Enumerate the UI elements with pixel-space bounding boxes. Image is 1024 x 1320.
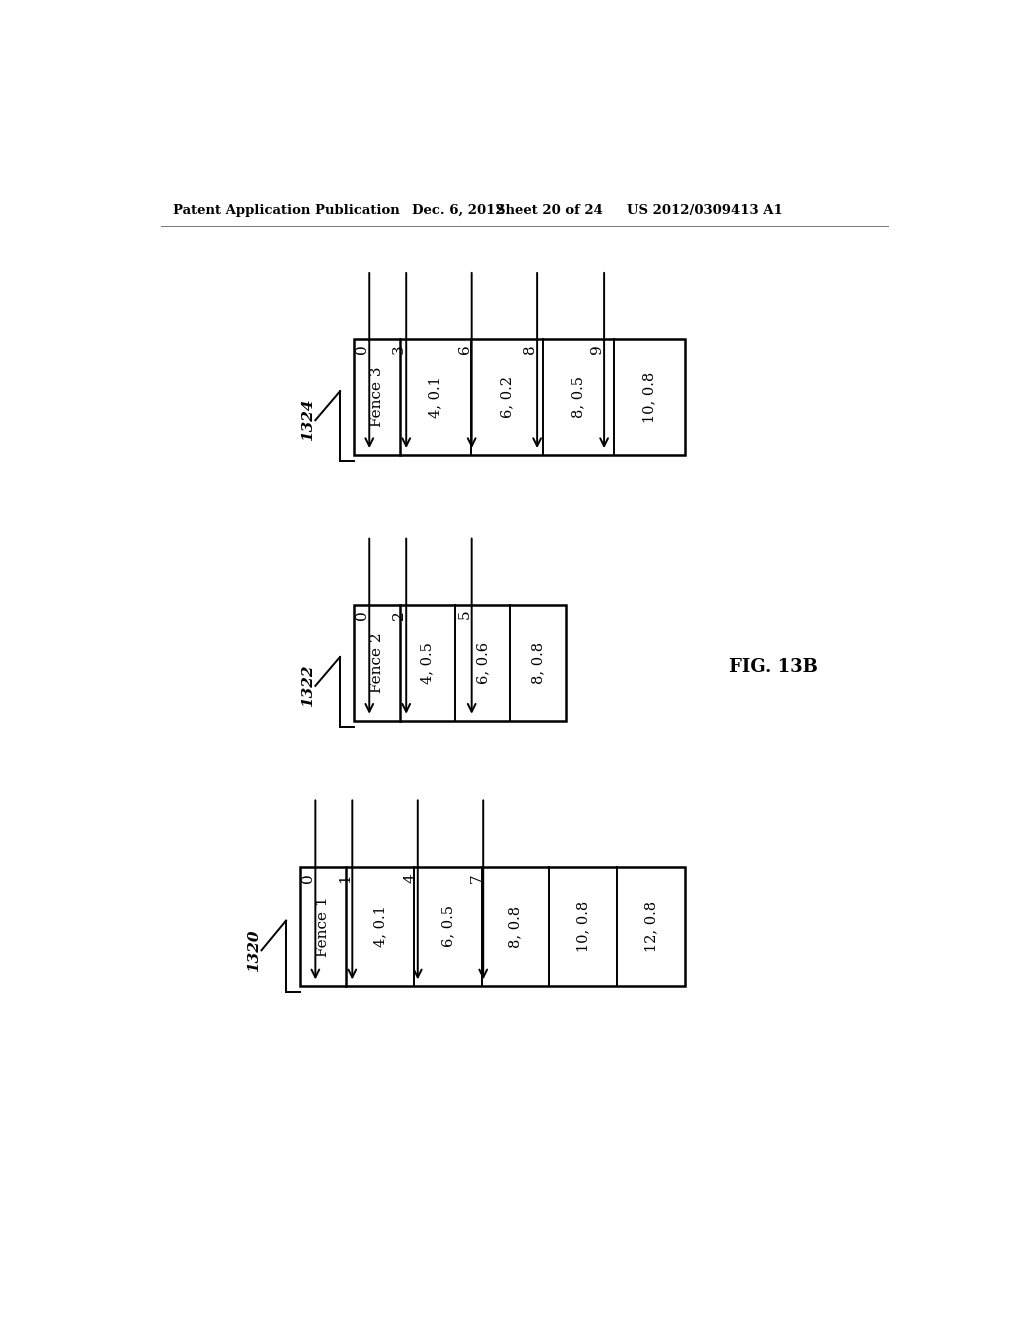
- Text: 8, 0.8: 8, 0.8: [509, 906, 522, 948]
- Text: 1320: 1320: [247, 929, 261, 972]
- Text: 1: 1: [338, 874, 352, 883]
- Text: Fence 3: Fence 3: [370, 367, 384, 428]
- Text: 0: 0: [301, 874, 315, 883]
- Text: 1322: 1322: [301, 664, 314, 708]
- Text: 8, 0.8: 8, 0.8: [531, 642, 545, 684]
- Text: 2: 2: [392, 610, 407, 619]
- Text: 4, 0.5: 4, 0.5: [421, 642, 434, 684]
- Bar: [300, 867, 685, 986]
- Text: FIG. 13B: FIG. 13B: [729, 657, 818, 676]
- Text: 12, 0.8: 12, 0.8: [644, 902, 658, 952]
- Text: 8: 8: [523, 345, 538, 354]
- Bar: [354, 605, 565, 721]
- Text: Sheet 20 of 24: Sheet 20 of 24: [497, 205, 603, 218]
- Text: 6, 0.6: 6, 0.6: [476, 642, 489, 684]
- Text: Fence 2: Fence 2: [370, 632, 384, 693]
- Text: 6, 0.2: 6, 0.2: [500, 376, 514, 418]
- Text: US 2012/0309413 A1: US 2012/0309413 A1: [628, 205, 783, 218]
- Text: Dec. 6, 2012: Dec. 6, 2012: [412, 205, 504, 218]
- Text: Patent Application Publication: Patent Application Publication: [173, 205, 399, 218]
- Text: 4, 0.1: 4, 0.1: [429, 376, 442, 418]
- Text: 9: 9: [590, 345, 604, 354]
- Text: 0: 0: [355, 610, 370, 619]
- Text: 7: 7: [469, 874, 483, 883]
- Text: 0: 0: [355, 345, 370, 354]
- Text: 4, 0.1: 4, 0.1: [373, 906, 387, 948]
- Text: 8, 0.5: 8, 0.5: [571, 376, 585, 418]
- Text: 6, 0.5: 6, 0.5: [440, 906, 455, 948]
- Text: 6: 6: [458, 345, 472, 354]
- Text: 4: 4: [403, 874, 418, 883]
- Bar: [354, 339, 685, 455]
- Text: 10, 0.8: 10, 0.8: [577, 900, 590, 952]
- Text: 10, 0.8: 10, 0.8: [642, 371, 656, 422]
- Text: 5: 5: [458, 610, 472, 619]
- Text: 3: 3: [392, 345, 407, 354]
- Text: 1324: 1324: [301, 399, 314, 441]
- Text: Fence 1: Fence 1: [316, 896, 330, 957]
